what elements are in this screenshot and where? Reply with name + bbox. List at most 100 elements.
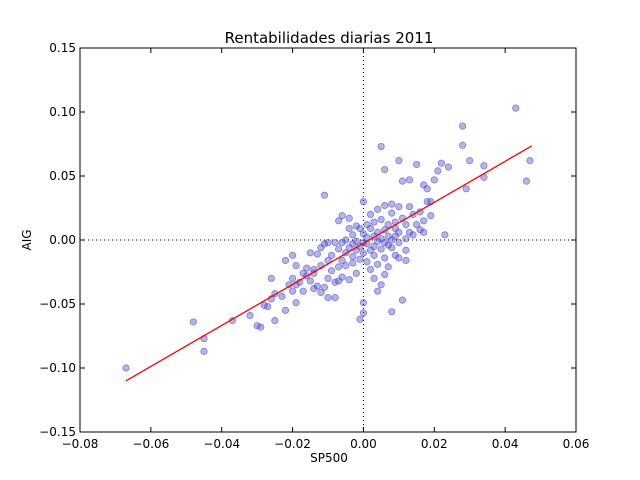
scatter-point bbox=[434, 167, 442, 175]
scatter-point bbox=[466, 157, 474, 165]
scatter-point bbox=[324, 238, 332, 247]
scatter-point bbox=[359, 230, 368, 238]
scatter-point bbox=[384, 241, 392, 249]
scatter-point bbox=[345, 214, 353, 222]
scatter-point bbox=[264, 302, 272, 311]
y-tick-label: 0.15 bbox=[49, 41, 76, 55]
scatter-point bbox=[391, 232, 399, 240]
scatter-point bbox=[388, 244, 396, 252]
scatter-point bbox=[352, 269, 360, 277]
scatter-point bbox=[373, 287, 382, 295]
scatter-point bbox=[338, 238, 346, 247]
scatter-point bbox=[480, 162, 488, 170]
scatter-point bbox=[313, 282, 321, 290]
y-tick-label: 0.00 bbox=[49, 233, 76, 247]
scatter-point bbox=[391, 251, 399, 259]
scatter-point bbox=[381, 238, 389, 247]
scatter-point bbox=[349, 253, 357, 261]
scatter-point bbox=[384, 263, 392, 271]
scatter-point bbox=[420, 228, 428, 236]
scatter-point bbox=[313, 250, 321, 258]
scatter-point bbox=[384, 221, 392, 229]
y-tick-label: −0.05 bbox=[39, 297, 76, 311]
scatter-point bbox=[317, 244, 325, 252]
scatter-point bbox=[288, 274, 297, 282]
scatter-point bbox=[246, 311, 254, 320]
scatter-point bbox=[405, 203, 414, 211]
scatter-point bbox=[384, 232, 392, 240]
scatter-point bbox=[377, 215, 385, 224]
scatter-point bbox=[398, 296, 406, 304]
scatter-point bbox=[324, 293, 332, 302]
scatter-point bbox=[366, 224, 375, 233]
scatter-point bbox=[356, 315, 364, 323]
y-axis-label: AIG bbox=[20, 229, 34, 250]
scatter-point bbox=[356, 224, 364, 233]
x-tick-label: −0.06 bbox=[132, 437, 169, 451]
scatter-point bbox=[377, 235, 385, 243]
scatter-point bbox=[345, 276, 353, 284]
scatter-point bbox=[366, 246, 375, 254]
scatter-point bbox=[257, 323, 265, 331]
scatter-point bbox=[370, 274, 378, 282]
scatter-point bbox=[423, 185, 431, 193]
scatter-point bbox=[271, 317, 279, 325]
scatter-point bbox=[459, 141, 467, 149]
scatter-point bbox=[373, 205, 382, 213]
scatter-point bbox=[349, 231, 357, 239]
scatter-point bbox=[335, 263, 343, 271]
scatter-point bbox=[526, 157, 534, 165]
y-tick-label: −0.10 bbox=[39, 361, 76, 375]
scatter-point bbox=[338, 256, 346, 265]
scatter-point bbox=[388, 236, 396, 244]
scatter-point bbox=[338, 212, 346, 220]
x-tick-label: 0.06 bbox=[563, 437, 590, 451]
scatter-point bbox=[441, 231, 449, 239]
scatter-point bbox=[366, 210, 375, 218]
scatter-point bbox=[352, 237, 360, 245]
chart-title: Rentabilidades diarias 2011 bbox=[225, 29, 434, 47]
scatter-point bbox=[398, 177, 406, 185]
x-tick-label: −0.08 bbox=[62, 437, 99, 451]
scatter-point bbox=[122, 364, 130, 372]
y-tick-label: 0.10 bbox=[49, 105, 76, 119]
scatter-point bbox=[366, 265, 375, 274]
scatter-point bbox=[381, 254, 389, 262]
scatter-point bbox=[306, 277, 314, 285]
scatter-point bbox=[388, 308, 396, 316]
scatter-point bbox=[409, 231, 417, 239]
scatter-point bbox=[200, 347, 208, 355]
scatter-point bbox=[381, 166, 389, 174]
scatter-point bbox=[299, 269, 307, 277]
scatter-point bbox=[395, 228, 403, 236]
scatter-point bbox=[395, 238, 403, 247]
scatter-point bbox=[292, 261, 300, 270]
scatter-point bbox=[189, 318, 197, 326]
scatter-point bbox=[363, 258, 371, 266]
x-tick-label: −0.04 bbox=[203, 437, 240, 451]
scatter-point bbox=[381, 201, 389, 210]
scatter-point bbox=[278, 292, 286, 300]
scatter-point bbox=[317, 288, 325, 297]
scatter-point bbox=[281, 306, 290, 314]
scatter-point bbox=[395, 254, 403, 262]
regression-line bbox=[125, 145, 533, 382]
scatter-point bbox=[342, 261, 350, 270]
scatter-point bbox=[412, 160, 421, 169]
x-axis-label: SP500 bbox=[310, 451, 348, 465]
scatter-point bbox=[420, 217, 428, 225]
scatter-point bbox=[331, 238, 339, 247]
scatter-point bbox=[381, 270, 389, 279]
y-tick-label: −0.15 bbox=[39, 425, 76, 439]
scatter-point bbox=[335, 245, 343, 253]
scatter-point bbox=[320, 191, 329, 199]
scatter-point bbox=[402, 221, 410, 229]
scatter-point bbox=[327, 251, 336, 259]
scatter-point bbox=[299, 287, 307, 295]
scatter-point bbox=[402, 235, 410, 243]
scatter-point bbox=[430, 176, 438, 184]
scatter-point bbox=[444, 163, 453, 171]
scatter-point bbox=[416, 226, 424, 234]
scatter-point bbox=[437, 159, 445, 167]
scatter-point bbox=[373, 237, 382, 245]
